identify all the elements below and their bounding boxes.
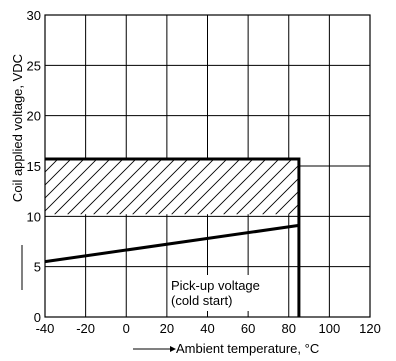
- x-tick-label: 0: [123, 321, 130, 336]
- hatch-line: [45, 158, 98, 212]
- y-tick-labels: 0 5 10 15 20 25 30: [27, 8, 41, 325]
- y-tick-label: 0: [34, 310, 41, 325]
- hatch-line: [354, 159, 396, 214]
- hatch-line: [93, 158, 150, 215]
- y-tick-label: 30: [27, 8, 41, 23]
- hatch-line: [119, 158, 176, 215]
- hatch-line: [262, 177, 299, 215]
- y-tick-label: 15: [27, 159, 41, 174]
- x-tick-label: 80: [282, 321, 296, 336]
- x-axis-label-arrowhead: [170, 346, 176, 352]
- hatch-line: [106, 158, 163, 215]
- hatch-line: [80, 158, 137, 215]
- series: [44, 223, 300, 264]
- x-tick-label: 40: [200, 321, 214, 336]
- hatch-line: [315, 159, 370, 214]
- hatch-line: [67, 158, 124, 215]
- y-tick-label: 20: [27, 109, 41, 124]
- annotation-line-1: Pick-up voltage: [171, 278, 260, 293]
- x-axis-label: Ambient temperature, °C: [176, 341, 319, 356]
- hatch-line: [197, 158, 254, 215]
- series-line: [44, 223, 300, 264]
- annotation-background: [169, 275, 287, 311]
- x-tick-label: 100: [319, 321, 341, 336]
- hatch-line: [249, 164, 299, 215]
- hatch-line: [45, 158, 72, 186]
- y-tick-label: 5: [34, 260, 41, 275]
- x-tick-label: -40: [36, 321, 55, 336]
- hatched-band-background: [45, 158, 299, 215]
- x-tick-label: 60: [241, 321, 255, 336]
- hatch-line: [132, 158, 189, 215]
- hatch-line: [341, 159, 396, 214]
- max-voltage-boundary: [45, 157, 301, 317]
- hatched-band: [45, 158, 396, 215]
- hatch-line: [45, 158, 59, 173]
- hatch-line: [54, 158, 111, 215]
- operating-region: [45, 157, 301, 317]
- hatch-line: [328, 159, 383, 214]
- plot-border: [44, 14, 371, 318]
- y-tick-label: 25: [27, 58, 41, 73]
- hatch-line: [45, 158, 85, 199]
- hatch-line: [171, 158, 228, 215]
- x-tick-label: 120: [359, 321, 381, 336]
- x-tick-labels: -40 -20 0 20 40 60 80 100 120: [36, 321, 381, 336]
- hatch-line: [223, 158, 280, 215]
- y-tick-label: 10: [27, 209, 41, 224]
- y-axis-label: Coil applied voltage, VDC: [10, 54, 25, 202]
- hatch-line: [184, 158, 241, 215]
- hatch-line: [236, 158, 293, 215]
- hatch-line: [145, 158, 202, 215]
- hatch-line: [210, 158, 267, 215]
- x-tick-label: -20: [76, 321, 95, 336]
- hatch-line: [275, 190, 299, 215]
- annotation-line-2: (cold start): [171, 293, 232, 308]
- hatch-line: [158, 158, 215, 215]
- x-tick-label: 20: [160, 321, 174, 336]
